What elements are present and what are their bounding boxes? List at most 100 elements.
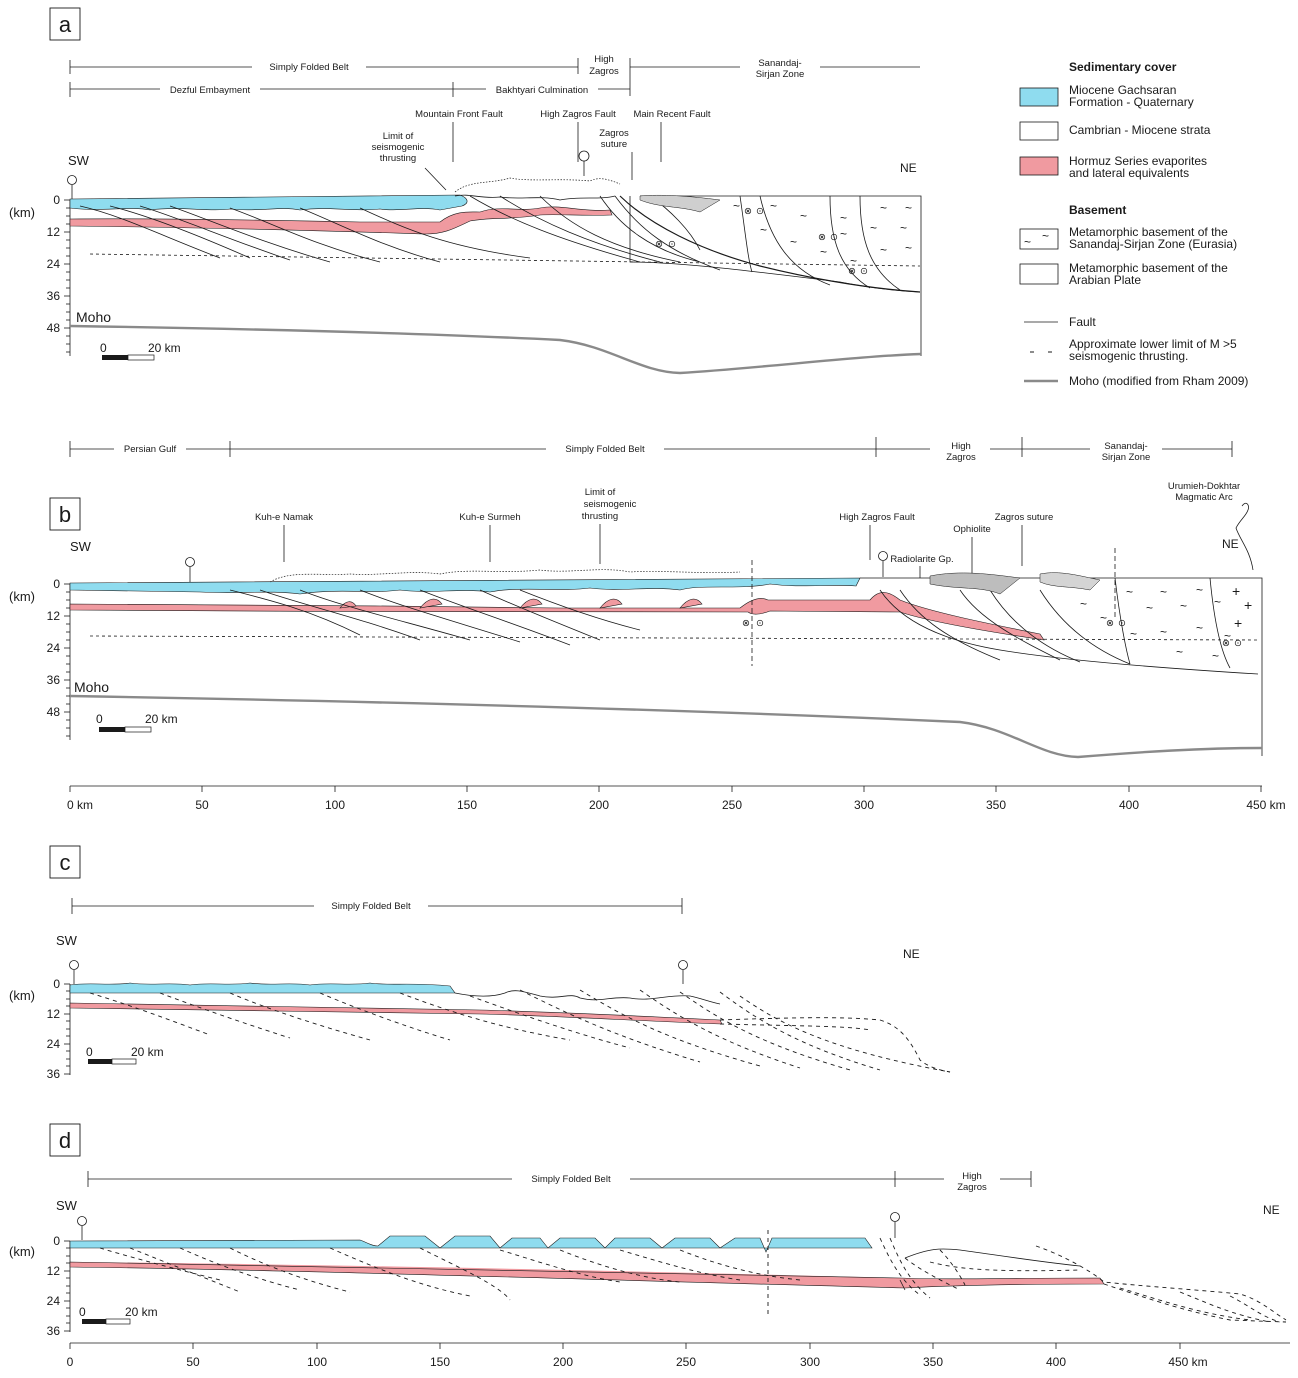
panel-b-callouts: Kuh-e Namak Kuh-e Surmeh Limit of seismo… (255, 481, 1254, 578)
svg-text:20 km: 20 km (145, 712, 178, 726)
svg-text:200: 200 (589, 798, 609, 812)
panel-a: a Simply Folded Belt High Zagros Sananda… (9, 7, 922, 375)
svg-text:⊗: ⊗ (848, 266, 856, 277)
svg-text:~: ~ (770, 199, 777, 213)
legend-swatch-sanandaj (1019, 228, 1059, 250)
svg-text:Magmatic Arc: Magmatic Arc (1175, 492, 1233, 503)
panel-b-label-box (49, 497, 81, 531)
callout-high-zagros-fault: High Zagros Fault (540, 109, 616, 120)
svg-text:~: ~ (1214, 595, 1221, 609)
svg-text:~: ~ (905, 201, 912, 215)
svg-text:~: ~ (800, 209, 807, 223)
panel-a-sw: SW (68, 153, 90, 168)
svg-text:250: 250 (676, 1355, 696, 1369)
panel-a-moho: Moho (76, 309, 111, 325)
svg-text:~: ~ (733, 199, 740, 213)
svg-text:Zagros: Zagros (946, 452, 976, 463)
svg-text:Limit of: Limit of (383, 131, 414, 142)
svg-text:36: 36 (47, 289, 61, 303)
legend-swatch-cambrian (1019, 121, 1059, 141)
svg-text:High: High (951, 441, 971, 452)
svg-text:⊗: ⊗ (742, 618, 750, 629)
svg-text:⊙: ⊙ (860, 266, 868, 277)
panel-c-section (69, 982, 951, 1073)
callout-kuh-e-surmeh: Kuh-e Surmeh (459, 512, 520, 523)
svg-text:~: ~ (1196, 583, 1203, 597)
svg-text:~: ~ (1042, 229, 1049, 243)
svg-text:⊗: ⊗ (818, 232, 826, 243)
svg-text:⊗: ⊗ (655, 239, 663, 250)
svg-text:(km): (km) (9, 589, 35, 604)
legend-sedimentary-title: Sedimentary cover (1069, 60, 1177, 74)
panel-a-section: ~ ~~ ~~ ~ ~~~ ~ ~ ~ ~ ~~ ⊗ ⊙ ⊗ ⊙ ⊗ ⊙ ⊗ ⊙ Moho (69, 177, 922, 375)
svg-text:150: 150 (430, 1355, 450, 1369)
svg-text:12: 12 (47, 1007, 61, 1021)
svg-text:~: ~ (1180, 599, 1187, 613)
svg-text:0: 0 (100, 341, 107, 355)
svg-text:Formation - Quaternary: Formation - Quaternary (1069, 95, 1194, 109)
panel-d: d Simply Folded Belt High Zagros SW NE (… (9, 1123, 1290, 1369)
svg-text:~: ~ (1024, 235, 1031, 249)
legend-swatch-arabian (1019, 263, 1059, 285)
svg-text:Zagros: Zagros (957, 1182, 987, 1193)
svg-text:~: ~ (760, 223, 767, 237)
svg-text:400: 400 (1046, 1355, 1066, 1369)
svg-text:24: 24 (47, 1294, 61, 1308)
zone-persian-gulf: Persian Gulf (124, 444, 177, 455)
svg-text:20 km: 20 km (125, 1305, 158, 1319)
panel-a-scale-bar: 0 20 km (100, 341, 181, 361)
svg-text:Zagros: Zagros (599, 128, 629, 139)
panel-c-ne: NE (903, 947, 920, 961)
svg-text:~: ~ (790, 235, 797, 249)
svg-text:36: 36 (47, 673, 61, 687)
svg-text:450 km: 450 km (1246, 798, 1285, 812)
svg-text:Miocene Gachsaran: Miocene Gachsaran (1069, 83, 1176, 97)
panel-c-zone-bars: Simply Folded Belt (71, 898, 683, 914)
svg-text:Sirjan Zone: Sirjan Zone (1102, 452, 1151, 463)
svg-text:Sanandaj-Sirjan Zone (Eurasia): Sanandaj-Sirjan Zone (Eurasia) (1069, 237, 1237, 251)
panel-d-label-box (49, 1123, 81, 1157)
panel-b-ne: NE (1222, 537, 1239, 551)
svg-text:Moho (modified from Rham 2009): Moho (modified from Rham 2009) (1069, 374, 1248, 388)
panel-c-label: c (60, 850, 71, 875)
panel-b-label: b (59, 502, 71, 527)
panel-b-section: ~~ ~ ~ ~~ ~ ~ ~ ~ ~~ ~ ~ +++ ⊗ ⊙ ⊗ ⊙ ⊗ ⊙ Moho (69, 548, 1263, 759)
svg-text:suture: suture (601, 139, 627, 150)
svg-text:~: ~ (1130, 627, 1137, 641)
svg-text:~: ~ (1100, 611, 1107, 625)
callout-mountain-front-fault: Mountain Front Fault (415, 109, 503, 120)
callout-main-recent-fault: Main Recent Fault (633, 109, 710, 120)
panel-a-ne: NE (900, 161, 917, 175)
panel-d-x-axis: 0 50 100 150 200 250 300 350 400 450 km (67, 1342, 1290, 1369)
svg-text:0: 0 (96, 712, 103, 726)
zone-sanandaj: Sanandaj- (758, 58, 801, 69)
svg-text:~: ~ (820, 245, 827, 259)
zone-sirjan: Sirjan Zone (756, 69, 805, 80)
svg-text:100: 100 (307, 1355, 327, 1369)
svg-text:~: ~ (850, 254, 857, 268)
svg-text:12: 12 (47, 225, 61, 239)
panel-d-label: d (59, 1128, 71, 1153)
zone-zagros: Zagros (589, 66, 619, 77)
callout-kuh-e-namak: Kuh-e Namak (255, 512, 313, 523)
svg-text:⊙: ⊙ (756, 618, 764, 629)
svg-text:48: 48 (47, 321, 61, 335)
zone-dezful-embayment: Dezful Embayment (170, 85, 251, 96)
svg-text:Approximate lower limit of M >: Approximate lower limit of M >5 (1069, 337, 1237, 351)
svg-text:12: 12 (47, 1264, 61, 1278)
legend: Sedimentary cover Miocene Gachsaran Form… (1019, 60, 1248, 388)
panel-b-scale-bar: 0 20 km (96, 712, 178, 733)
svg-text:~: ~ (880, 243, 887, 257)
svg-text:100: 100 (325, 798, 345, 812)
svg-text:~: ~ (870, 221, 877, 235)
svg-text:50: 50 (195, 798, 209, 812)
svg-text:~: ~ (1146, 601, 1153, 615)
zone-simply-folded-belt: Simply Folded Belt (269, 62, 349, 73)
panel-b-x-axis: 0 km 50 100 150 200 250 300 350 400 450 … (67, 785, 1286, 812)
svg-text:0 km: 0 km (67, 798, 93, 812)
svg-text:0: 0 (86, 1045, 93, 1059)
svg-text:450 km: 450 km (1168, 1355, 1207, 1369)
callout-radiolarite: Radiolarite Gp. (890, 554, 953, 565)
svg-text:Metamorphic basement of the: Metamorphic basement of the (1069, 225, 1228, 239)
panel-b-moho: Moho (74, 679, 109, 695)
